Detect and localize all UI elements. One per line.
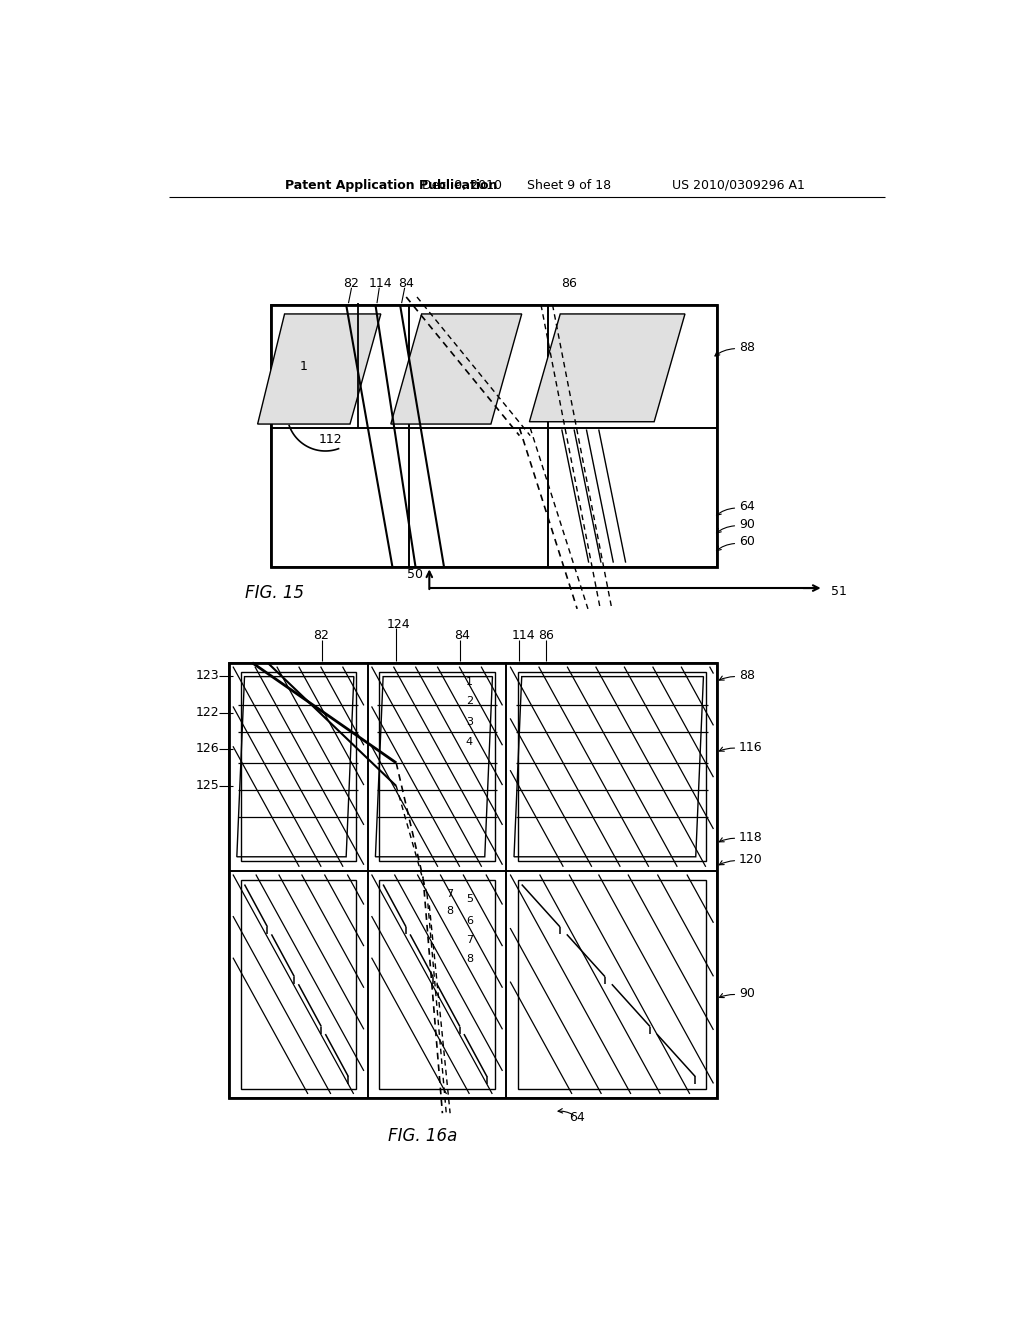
- Text: 6: 6: [466, 916, 473, 925]
- Text: Dec. 9, 2010: Dec. 9, 2010: [422, 178, 502, 191]
- Text: FIG. 15: FIG. 15: [245, 585, 304, 602]
- Text: 116: 116: [739, 741, 763, 754]
- Bar: [229, 871, 368, 1098]
- Text: 126: 126: [196, 742, 219, 755]
- Text: 60: 60: [739, 536, 755, 548]
- Text: 114: 114: [511, 630, 536, 643]
- Text: 125: 125: [196, 779, 219, 792]
- Bar: [410, 428, 548, 566]
- Bar: [379, 672, 495, 862]
- Text: 86: 86: [561, 277, 578, 289]
- Text: 82: 82: [344, 277, 359, 289]
- Text: 7: 7: [466, 935, 473, 945]
- Text: 8: 8: [446, 907, 454, 916]
- Text: 82: 82: [313, 630, 330, 643]
- Text: 84: 84: [398, 277, 414, 289]
- Bar: [506, 871, 717, 1098]
- Text: 5: 5: [466, 894, 473, 904]
- Text: 122: 122: [196, 706, 219, 719]
- Polygon shape: [529, 314, 685, 422]
- Text: 118: 118: [739, 832, 763, 843]
- Text: 84: 84: [454, 630, 470, 643]
- Bar: [506, 663, 717, 871]
- Text: 124: 124: [387, 618, 411, 631]
- Bar: [229, 663, 717, 1098]
- Text: 2: 2: [466, 696, 473, 706]
- Text: 120: 120: [739, 853, 763, 866]
- Text: 64: 64: [739, 500, 755, 513]
- Text: 64: 64: [569, 1110, 585, 1123]
- Bar: [518, 672, 706, 862]
- Text: 1: 1: [466, 677, 473, 686]
- Polygon shape: [258, 314, 381, 424]
- Text: 112: 112: [318, 433, 343, 446]
- Bar: [270, 305, 717, 566]
- Text: Sheet 9 of 18: Sheet 9 of 18: [527, 178, 611, 191]
- Text: 88: 88: [739, 341, 755, 354]
- Bar: [548, 428, 717, 566]
- Text: 3: 3: [466, 717, 473, 727]
- Polygon shape: [391, 314, 521, 424]
- Text: 90: 90: [739, 987, 755, 1001]
- Text: 114: 114: [369, 277, 392, 289]
- Text: 7: 7: [446, 888, 454, 899]
- Text: US 2010/0309296 A1: US 2010/0309296 A1: [673, 178, 805, 191]
- Bar: [270, 305, 410, 428]
- Text: 4: 4: [466, 737, 473, 747]
- Bar: [410, 305, 548, 428]
- Bar: [241, 880, 356, 1089]
- Bar: [229, 663, 368, 871]
- Text: 90: 90: [739, 517, 755, 531]
- Text: 8: 8: [466, 954, 473, 964]
- Bar: [270, 428, 410, 566]
- Bar: [379, 880, 495, 1089]
- Text: FIG. 16a: FIG. 16a: [388, 1127, 458, 1146]
- Bar: [368, 663, 506, 871]
- Text: Patent Application Publication: Patent Application Publication: [285, 178, 497, 191]
- Text: 51: 51: [831, 585, 847, 598]
- Text: 88: 88: [739, 669, 755, 682]
- Text: 1: 1: [300, 360, 308, 372]
- Text: 86: 86: [539, 630, 554, 643]
- Bar: [548, 305, 717, 428]
- Text: 50: 50: [408, 568, 424, 581]
- Bar: [241, 672, 356, 862]
- Bar: [518, 880, 706, 1089]
- Bar: [368, 871, 506, 1098]
- Text: 123: 123: [196, 669, 219, 682]
